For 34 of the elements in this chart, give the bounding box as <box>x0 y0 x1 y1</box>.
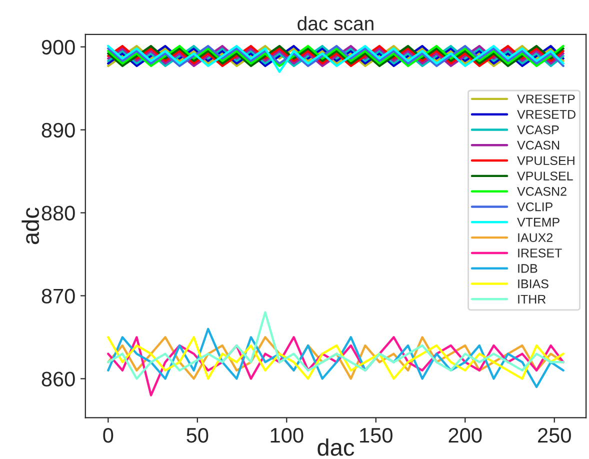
line-series <box>107 336 564 396</box>
legend-label: IDB <box>518 264 538 273</box>
x-tick-label: 200 <box>448 428 482 443</box>
x-tick-label: 250 <box>538 428 571 443</box>
legend-label: VRESETD <box>517 110 576 119</box>
legend-label: VPULSEL <box>517 172 573 180</box>
y-tick-label: 880 <box>42 206 75 221</box>
legend-label: VCASP <box>517 125 559 134</box>
legend-label: VRESETP <box>517 94 575 104</box>
line-series <box>107 328 564 388</box>
legend-label: IBIAS <box>518 279 548 288</box>
line-series <box>107 44 564 73</box>
legend-label: IAUX2 <box>518 233 553 242</box>
legend-label: ITHR <box>518 294 546 304</box>
x-tick-label: 0 <box>103 428 114 443</box>
y-axis-title: adc <box>22 208 40 244</box>
chart-title: dac scan <box>298 16 374 30</box>
x-tick-label: 150 <box>360 428 392 443</box>
legend-label: VPULSEH <box>517 156 574 166</box>
x-tick-label: 50 <box>186 428 208 443</box>
line-series <box>107 336 564 380</box>
x-tick-label: 100 <box>270 428 304 443</box>
y-tick-label: 900 <box>42 40 75 55</box>
x-axis-title: dac <box>318 438 354 456</box>
y-tick-label: 890 <box>42 122 75 138</box>
y-tick-label: 870 <box>42 288 75 304</box>
legend-label: IRESET <box>518 248 562 258</box>
legend-label: VCASN <box>517 140 560 150</box>
legend-label: VCLIP <box>517 202 552 212</box>
legend-label: VCASN2 <box>517 186 566 196</box>
line-series <box>107 311 564 380</box>
y-tick-label: 860 <box>42 372 75 386</box>
legend-label: VTEMP <box>517 218 560 227</box>
line-series <box>107 44 564 68</box>
